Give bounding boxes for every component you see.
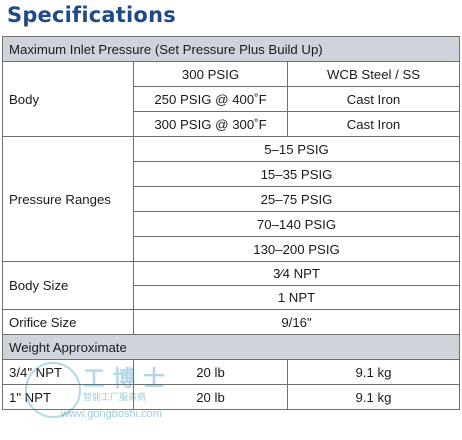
header-row: Maximum Inlet Pressure (Set Pressure Plu… (1, 36, 461, 62)
body-material-cell: Cast Iron (286, 86, 461, 112)
pressure-range-value: 70–140 PSIG (132, 211, 461, 237)
orifice-size-row: Orifice Size 9/16" (2, 309, 461, 335)
body-pressure-cell: 300 PSIG (133, 61, 288, 87)
pressure-range-value: 5–15 PSIG (132, 136, 461, 162)
pressure-range-row-1: Pressure Ranges 5–15 PSIG (2, 136, 461, 262)
weight-size-label: 1" NPT (2, 384, 134, 410)
body-size-value: 3⁄4 NPT (132, 261, 461, 286)
orifice-size-label: Orifice Size (2, 309, 134, 335)
body-size-label: Body Size (2, 261, 134, 310)
body-size-row-2: 1 NPT (3, 285, 461, 310)
weight-row-2: 1" NPT 20 lb 9.1 kg (2, 384, 461, 410)
weight-row-1: 3/4" NPT 20 lb 9.1 kg (2, 359, 461, 385)
pressure-ranges-label: Pressure Ranges (2, 136, 134, 262)
body-pressure-cell: 250 PSIG @ 400˚F (133, 86, 288, 112)
pressure-range-row-3: 25–75 PSIG (3, 186, 461, 212)
body-size-row-1: Body Size 3⁄4 NPT (2, 261, 461, 310)
weight-kg-value: 9.1 kg (286, 359, 461, 385)
body-material-cell: Cast Iron (286, 111, 461, 137)
pressure-range-row-4: 70–140 PSIG (3, 211, 461, 237)
body-material-cell: WCB Steel / SS (286, 61, 461, 87)
weight-lb-value: 20 lb (133, 359, 288, 385)
body-row-1: Body 300 PSIG WCB Steel / SS (2, 61, 461, 137)
body-size-value: 1 NPT (132, 285, 461, 310)
weight-approximate-header: Weight Approximate (1, 334, 461, 360)
weight-size-label: 3/4" NPT (2, 359, 134, 385)
pressure-range-row-5: 130–200 PSIG (3, 236, 461, 262)
body-pressure-cell: 300 PSIG @ 300˚F (133, 111, 288, 137)
pressure-range-value: 25–75 PSIG (132, 186, 461, 212)
pressure-range-value: 15–35 PSIG (132, 161, 461, 187)
body-label: Body (2, 61, 134, 137)
weight-header-row: Weight Approximate (1, 334, 461, 360)
page-title: Specifications (7, 3, 176, 27)
body-row-3: 300 PSIG @ 300˚F Cast Iron (3, 111, 461, 137)
orifice-size-value: 9/16" (132, 309, 461, 335)
body-row-2: 250 PSIG @ 400˚F Cast Iron (3, 86, 461, 112)
pressure-range-value: 130–200 PSIG (132, 236, 461, 262)
max-inlet-pressure-header: Maximum Inlet Pressure (Set Pressure Plu… (1, 36, 461, 62)
weight-kg-value: 9.1 kg (286, 384, 461, 410)
specifications-table: Maximum Inlet Pressure (Set Pressure Plu… (1, 36, 461, 410)
weight-lb-value: 20 lb (133, 384, 288, 410)
